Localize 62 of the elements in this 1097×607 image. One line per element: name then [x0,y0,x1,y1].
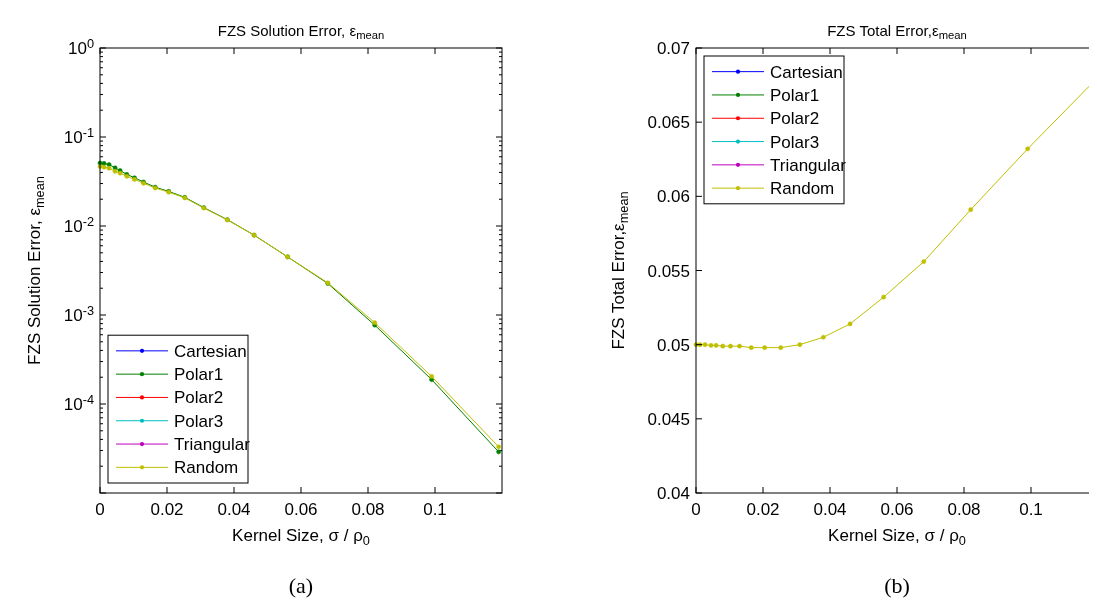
chart-title: FZS Total Error,ε$_{mean}$ [827,22,967,42]
y-tick-label: 10$^{-2}$ [63,214,94,236]
y-tick-label: 0.05 [656,335,690,355]
legend-label: Cartesian [770,62,843,82]
y-tick-label: 10$^{0}$ [67,36,94,58]
x-tick-label: 0.04 [217,500,251,519]
x-tick-label: 0.04 [813,500,847,519]
point [748,345,754,350]
legend-label: Polar2 [174,388,224,408]
chart-title: FZS Solution Error, ε$_{mean}$ [217,22,385,42]
x-tick-label: 0.06 [284,500,318,519]
x-tick-label: 0.1 [423,500,447,519]
x-tick-label: 0.02 [746,500,780,519]
legend-label: Polar1 [174,365,224,385]
point [106,162,112,167]
y-tick-label: 0.045 [647,409,690,429]
y-tick-label: 0.04 [656,484,690,503]
legend-label: Polar3 [174,411,224,431]
point [820,334,826,340]
x-axis-title: Kernel Size, σ / ρ$_{0}$ [828,526,966,548]
y-tick-label: 0.07 [656,39,690,58]
y-tick-label: 0.06 [656,187,690,207]
point [720,343,726,349]
point [881,294,886,300]
point [101,164,107,170]
x-tick-label: 0 [95,500,105,519]
point [496,444,502,450]
x-tick-label: 0.08 [351,500,385,519]
y-tick-label: 10$^{-1}$ [63,125,94,147]
legend-label: Polar2 [770,109,820,129]
point [921,259,927,264]
point [713,343,719,348]
x-tick-label: 0.08 [947,500,981,519]
legend-label: Triangular [770,155,847,175]
legend-label: Random [174,458,239,478]
text: (a) [288,573,314,598]
legend-label: Triangular [174,435,251,455]
y-tick-label: 0.065 [647,113,690,133]
x-tick-label: 0 [691,500,701,519]
point [797,342,803,348]
point [728,343,733,349]
point [708,343,714,348]
y-tick-label: 10$^{-3}$ [63,303,94,325]
point [1025,146,1031,152]
point [778,345,784,350]
x-axis-title: Kernel Size, σ / ρ$_{0}$ [232,526,370,548]
point [737,343,742,349]
point [968,207,974,213]
point [762,345,768,350]
y-tick-label: 0.055 [647,261,690,281]
text: (b) [884,573,910,598]
x-tick-label: 0.06 [880,500,914,519]
legend-label: Polar1 [770,85,820,105]
legend-label: Cartesian [174,341,247,361]
legend-label: Polar3 [770,132,820,152]
point [702,342,708,348]
y-tick-label: 10$^{-4}$ [63,392,94,414]
point [106,165,112,171]
legend-label: Random [770,179,835,199]
x-tick-label: 0.1 [1019,500,1043,519]
x-tick-label: 0.02 [150,500,184,519]
point [847,321,853,327]
